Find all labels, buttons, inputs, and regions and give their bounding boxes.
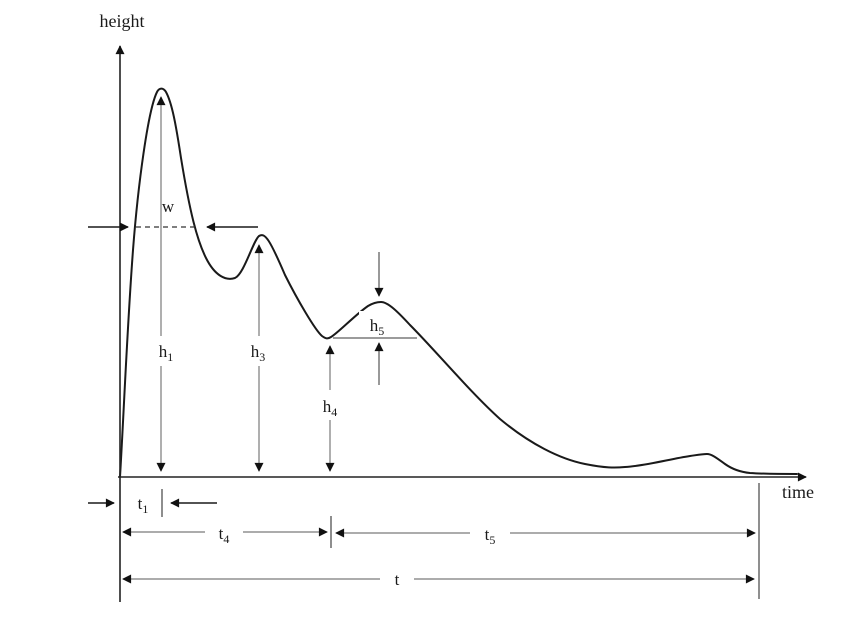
label-backgrounds (148, 311, 510, 593)
h4-label: h4 (323, 397, 338, 419)
width-label: w (162, 197, 175, 216)
t4-label: t4 (219, 524, 230, 546)
signal-curve (119, 87, 798, 478)
t1-annotation (88, 489, 217, 517)
x-axis-label: time (782, 482, 814, 502)
y-axis-label: height (100, 11, 145, 31)
t1-label: t1 (138, 494, 149, 516)
h1-label: h1 (159, 342, 174, 364)
h3-label: h3 (251, 342, 266, 364)
t-total-label: t (395, 570, 400, 589)
t5-label: t5 (485, 525, 496, 547)
h5-label: h5 (370, 316, 385, 338)
h5-annotation (333, 252, 417, 385)
